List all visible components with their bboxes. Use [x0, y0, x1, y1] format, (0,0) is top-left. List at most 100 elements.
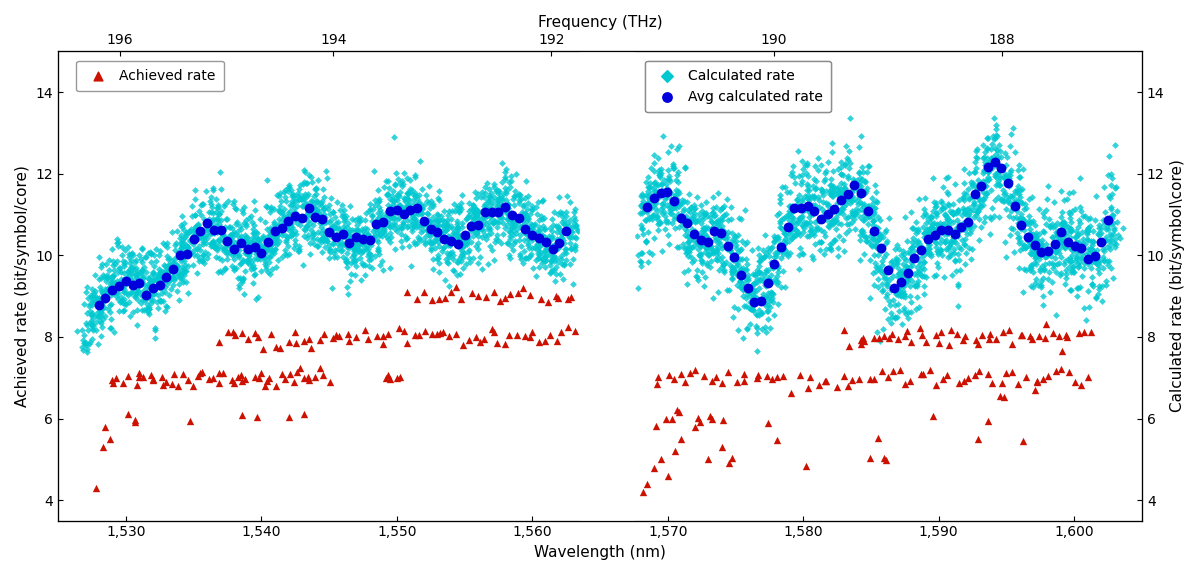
Point: [474, 226, 493, 235]
Point: [653, 246, 672, 255]
Point: [1075, 240, 1094, 249]
Point: [1092, 281, 1111, 290]
Point: [804, 193, 823, 202]
Point: [832, 169, 851, 178]
Point: [804, 181, 823, 190]
Point: [1061, 227, 1080, 236]
Point: [973, 194, 992, 204]
Point: [541, 251, 560, 260]
Point: [871, 246, 890, 255]
Point: [287, 201, 306, 210]
Point: [492, 205, 511, 214]
Point: [694, 214, 713, 224]
Point: [1092, 237, 1111, 247]
Point: [546, 244, 565, 253]
Point: [479, 260, 498, 269]
Point: [780, 216, 799, 225]
Point: [1039, 371, 1058, 380]
Point: [667, 194, 686, 203]
Point: [264, 220, 283, 229]
Point: [1097, 277, 1116, 286]
Point: [377, 210, 396, 220]
Point: [1103, 218, 1122, 227]
Point: [932, 204, 952, 213]
Point: [498, 203, 517, 212]
Point: [809, 380, 828, 389]
Point: [828, 382, 847, 391]
Point: [970, 204, 989, 213]
Point: [1020, 239, 1039, 248]
Point: [556, 208, 575, 217]
Point: [326, 197, 346, 206]
Point: [319, 245, 338, 254]
Point: [1013, 198, 1032, 208]
Point: [498, 199, 517, 208]
Point: [173, 241, 192, 250]
Point: [820, 243, 839, 252]
Point: [826, 212, 845, 221]
Point: [912, 247, 931, 256]
Point: [174, 264, 193, 274]
Point: [1056, 274, 1075, 283]
Point: [798, 231, 817, 240]
Point: [356, 235, 376, 244]
Point: [960, 222, 979, 231]
Point: [1014, 243, 1033, 252]
Point: [959, 210, 978, 219]
Point: [257, 244, 276, 253]
Point: [1016, 204, 1036, 213]
Point: [338, 329, 358, 338]
Point: [697, 212, 716, 221]
Point: [157, 242, 176, 251]
Point: [186, 229, 205, 239]
Point: [361, 255, 380, 264]
Point: [644, 233, 664, 243]
Point: [560, 216, 580, 225]
Point: [834, 246, 853, 255]
Point: [392, 217, 412, 227]
Point: [872, 279, 892, 289]
Point: [920, 230, 940, 239]
Point: [281, 232, 300, 241]
Point: [342, 252, 361, 262]
Point: [986, 158, 1006, 167]
Point: [1016, 243, 1036, 252]
Point: [756, 281, 775, 290]
Point: [697, 209, 716, 218]
Point: [695, 210, 714, 219]
Point: [188, 371, 208, 381]
Point: [1051, 240, 1070, 250]
Point: [475, 188, 494, 197]
Point: [500, 183, 520, 192]
Point: [1076, 315, 1096, 324]
Point: [326, 224, 346, 233]
Point: [960, 219, 979, 228]
Point: [268, 255, 287, 264]
Point: [649, 170, 668, 179]
Point: [898, 268, 917, 277]
Point: [644, 463, 664, 472]
Point: [996, 204, 1015, 213]
Point: [556, 244, 575, 254]
Point: [1037, 239, 1056, 248]
Point: [91, 297, 110, 306]
Point: [492, 204, 511, 213]
Point: [198, 220, 217, 229]
Point: [822, 218, 841, 228]
Point: [248, 248, 268, 257]
Point: [142, 277, 161, 286]
Point: [889, 286, 908, 296]
Point: [658, 201, 677, 210]
Point: [661, 195, 680, 204]
Point: [248, 292, 268, 301]
Point: [546, 253, 565, 262]
Point: [281, 370, 300, 379]
Point: [787, 201, 806, 210]
Point: [1087, 256, 1106, 266]
Point: [335, 213, 354, 222]
Point: [502, 208, 521, 217]
Point: [1022, 246, 1042, 255]
Point: [659, 217, 678, 227]
Point: [494, 223, 514, 232]
Point: [416, 190, 436, 200]
